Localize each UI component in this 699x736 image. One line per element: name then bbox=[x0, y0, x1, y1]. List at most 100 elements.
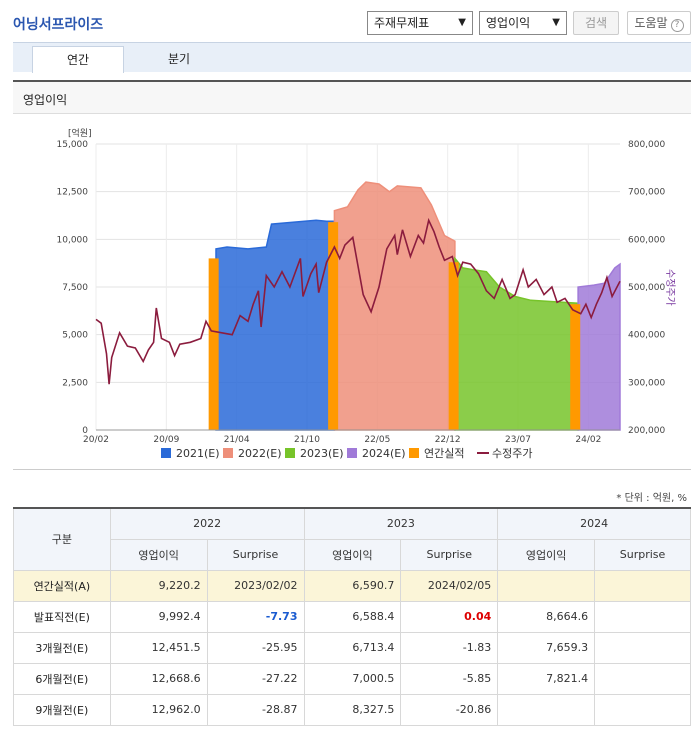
table-cell bbox=[594, 693, 691, 726]
statement-type-select[interactable]: 주재무제표 ▼ bbox=[367, 11, 473, 35]
app-title: 어닝서프라이즈 bbox=[13, 17, 104, 33]
actual-bars bbox=[208, 222, 581, 430]
legend-label: 2023(E) bbox=[300, 447, 344, 460]
area-2023-estimate bbox=[454, 256, 579, 431]
right-tick-label: 600,000 bbox=[628, 235, 665, 245]
chart-axes: [억원]15,000 12,500 10,000 7,500 5,000 2,500 0 80… bbox=[57, 127, 677, 445]
table-cell: -28.87 bbox=[206, 693, 305, 726]
area-2022-estimate bbox=[333, 181, 456, 431]
table-cell: 2024/02/05 bbox=[400, 569, 499, 602]
right-axis-label: 수정주가 bbox=[664, 269, 676, 306]
table-cell: 7,821.4 bbox=[497, 662, 596, 695]
actual-bar bbox=[448, 262, 459, 430]
year-header-2023: 2023 bbox=[303, 507, 499, 540]
right-tick-label: 800,000 bbox=[628, 140, 665, 150]
left-tick-label: 5,000 bbox=[62, 331, 88, 341]
earnings-table: 구분 2022 2023 2024 영업이익 Surprise 영업이익 Sur… bbox=[13, 507, 691, 726]
price-series-line bbox=[95, 217, 621, 385]
table-cell: 8,327.5 bbox=[303, 693, 402, 726]
legend-label: 2022(E) bbox=[238, 447, 282, 460]
year-header-2022: 2022 bbox=[109, 507, 305, 540]
table-cell: 12,668.6 bbox=[109, 662, 208, 695]
table-row: 연간실적(A) 9,220.2 2023/02/02 6,590.7 2024/02/0… bbox=[13, 569, 691, 602]
sub-header: 영업이익 bbox=[303, 538, 402, 571]
legend-swatch bbox=[223, 448, 233, 458]
section-header: 영업이익 bbox=[13, 80, 691, 114]
table-cell bbox=[594, 631, 691, 664]
table-cell: 6,588.4 bbox=[303, 600, 402, 633]
legend-label: 2021(E) bbox=[176, 447, 220, 460]
table-cell: 12,962.0 bbox=[109, 693, 208, 726]
search-button[interactable]: 검색 bbox=[573, 11, 619, 35]
x-tick-label: 24/02 bbox=[575, 435, 601, 445]
right-tick-label: 300,000 bbox=[628, 378, 665, 388]
tab-quarterly[interactable]: 분기 bbox=[167, 52, 191, 66]
sub-header: Surprise bbox=[400, 538, 499, 571]
table-cell: -5.85 bbox=[400, 662, 499, 695]
left-tick-label: 0 bbox=[82, 426, 88, 436]
sub-header: 영업이익 bbox=[497, 538, 596, 571]
corner-header: 구분 bbox=[13, 507, 111, 571]
table-cell: 12,451.5 bbox=[109, 631, 208, 664]
table-row: 6개월전(E) 12,668.6 -27.22 7,000.5 -5.85 7,821.4 bbox=[13, 662, 691, 695]
estimate-areas bbox=[215, 181, 621, 431]
top-bar: 어닝서프라이즈 주재무제표 ▼ 영업이익 ▼ 검색 도움말? bbox=[0, 0, 699, 44]
help-label: 도움말 bbox=[634, 16, 668, 30]
metric-select[interactable]: 영업이익 ▼ bbox=[479, 11, 567, 35]
right-tick-label: 400,000 bbox=[628, 331, 665, 341]
legend-swatch bbox=[161, 448, 171, 458]
actual-bar bbox=[208, 258, 219, 430]
question-icon: ? bbox=[670, 19, 684, 32]
left-tick-label: 7,500 bbox=[62, 283, 88, 293]
table-cell: 6,713.4 bbox=[303, 631, 402, 664]
chart-svg: [억원]15,000 12,500 10,000 7,500 5,000 2,500 0 80… bbox=[57, 127, 677, 460]
x-tick-label: 20/09 bbox=[153, 435, 179, 445]
table-cell: -7.73 bbox=[206, 600, 305, 633]
legend-swatch bbox=[409, 448, 419, 458]
year-header-2024: 2024 bbox=[497, 507, 691, 540]
table-cell bbox=[497, 569, 596, 602]
left-tick-label: 2,500 bbox=[62, 378, 88, 388]
left-tick-label: 12,500 bbox=[57, 188, 89, 198]
row-label: 6개월전(E) bbox=[13, 662, 111, 695]
table-cell: -27.22 bbox=[206, 662, 305, 695]
table-cell: 7,659.3 bbox=[497, 631, 596, 664]
table-cell: -25.95 bbox=[206, 631, 305, 664]
unit-note: * 단위 : 억원, % bbox=[616, 493, 687, 504]
table-cell: -20.86 bbox=[400, 693, 499, 726]
table-cell: -1.83 bbox=[400, 631, 499, 664]
table-cell bbox=[594, 662, 691, 695]
row-label: 연간실적(A) bbox=[13, 569, 111, 602]
x-tick-label: 21/10 bbox=[294, 435, 320, 445]
table-cell: 2023/02/02 bbox=[206, 569, 305, 602]
x-tick-label: 22/05 bbox=[364, 435, 390, 445]
row-label: 발표직전(E) bbox=[13, 600, 111, 633]
sub-header: Surprise bbox=[206, 538, 305, 571]
row-label: 9개월전(E) bbox=[13, 693, 111, 726]
table-cell: 8,664.6 bbox=[497, 600, 596, 633]
area-2021-estimate bbox=[215, 219, 336, 431]
table-cell: 0.04 bbox=[400, 600, 499, 633]
period-tabs: 연간 분기 bbox=[13, 42, 691, 73]
table-cell: 7,000.5 bbox=[303, 662, 402, 695]
right-tick-label: 700,000 bbox=[628, 188, 665, 198]
row-label: 3개월전(E) bbox=[13, 631, 111, 664]
table-cell bbox=[497, 693, 596, 726]
left-axis-unit: [억원] bbox=[68, 127, 92, 139]
actual-bar bbox=[328, 222, 339, 430]
help-button[interactable]: 도움말? bbox=[627, 11, 691, 35]
left-tick-label: 10,000 bbox=[57, 235, 89, 245]
chevron-down-icon: ▼ bbox=[552, 17, 560, 28]
statement-type-value: 주재무제표 bbox=[374, 16, 430, 30]
sub-header: Surprise bbox=[594, 538, 691, 571]
right-tick-label: 200,000 bbox=[628, 426, 665, 436]
x-tick-label: 20/02 bbox=[83, 435, 109, 445]
legend-label: 2024(E) bbox=[362, 447, 406, 460]
x-tick-label: 23/07 bbox=[505, 435, 531, 445]
sub-header: 영업이익 bbox=[109, 538, 208, 571]
table-cell bbox=[594, 600, 691, 633]
chart-legend: 2021(E) 2022(E) 2023(E) 2024(E) 연간실적 수정주가 bbox=[161, 447, 532, 460]
table-row: 발표직전(E) 9,992.4 -7.73 6,588.4 0.04 8,664.6 bbox=[13, 600, 691, 633]
left-tick-label: 15,000 bbox=[57, 140, 89, 150]
tab-annual[interactable]: 연간 bbox=[32, 46, 124, 73]
